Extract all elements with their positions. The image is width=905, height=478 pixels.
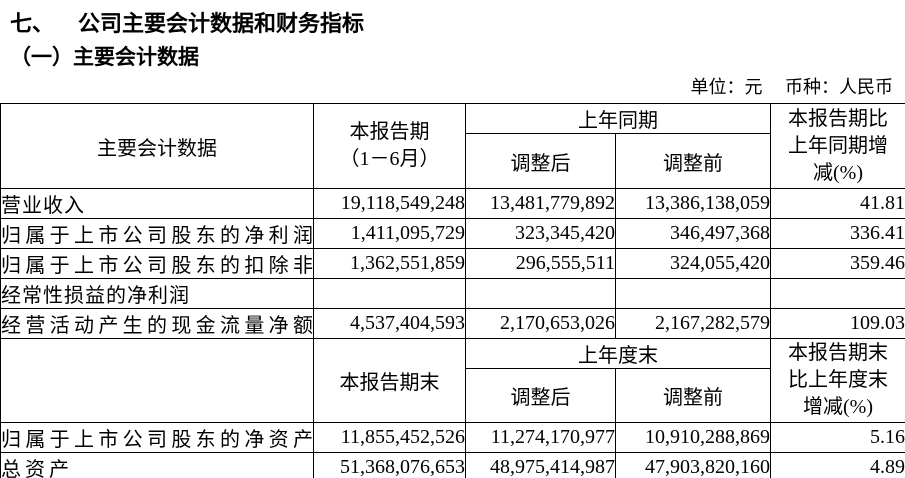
table-header-row: 本报告期末 上年度末 本报告期末 比上年度末 增减(%) bbox=[0, 338, 905, 423]
value-prior-preadjust: 2,167,282,579 bbox=[615, 308, 771, 339]
value-change-pct bbox=[770, 278, 905, 309]
header-prior-period-group: 上年同期 bbox=[465, 103, 771, 134]
table-row: 营业收入 19,118,549,248 13,481,779,892 13,38… bbox=[0, 188, 905, 219]
value-current-period: 11,855,452,526 bbox=[313, 422, 466, 453]
header-preadjust: 调整前 bbox=[615, 368, 771, 423]
value-prior-preadjust: 10,910,288,869 bbox=[615, 422, 771, 453]
value-prior-adjusted: 13,481,779,892 bbox=[465, 188, 616, 219]
metric-label: 归属于上市公司股东的净利润 bbox=[0, 218, 314, 249]
header-preadjust: 调整前 bbox=[615, 133, 771, 189]
value-prior-adjusted: 2,170,653,026 bbox=[465, 308, 616, 339]
value-prior-preadjust: 47,903,820,160 bbox=[615, 452, 771, 478]
table-header-row: 主要会计数据 本报告期 （1－6月） 上年同期 本报告期比 上年同期增 减(%) bbox=[0, 103, 905, 189]
value-change-pct: 109.03 bbox=[770, 308, 905, 339]
key-accounting-data-table: 主要会计数据 本报告期 （1－6月） 上年同期 本报告期比 上年同期增 减(%)… bbox=[0, 103, 905, 478]
header-prior-yearend-group: 上年度末 bbox=[465, 338, 771, 369]
value-current-period: 1,362,551,859 bbox=[313, 248, 466, 279]
report-page: 七、 公司主要会计数据和财务指标 （一）主要会计数据 单位：元 币种：人民币 主… bbox=[0, 11, 905, 478]
header-current-period-end: 本报告期末 bbox=[313, 338, 466, 423]
value-change-pct: 5.16 bbox=[770, 422, 905, 453]
value-prior-preadjust: 346,497,368 bbox=[615, 218, 771, 249]
value-current-period: 1,411,095,729 bbox=[313, 218, 466, 249]
table-row: 归属于上市公司股东的净利润 1,411,095,729 323,345,420 … bbox=[0, 218, 905, 249]
metric-label: 营业收入 bbox=[0, 188, 314, 219]
value-change-pct: 4.89 bbox=[770, 452, 905, 478]
subsection-heading: （一）主要会计数据 bbox=[10, 45, 199, 69]
value-current-period: 51,368,076,653 bbox=[313, 452, 466, 478]
value-prior-adjusted: 296,555,511 bbox=[465, 248, 616, 279]
header-metric: 主要会计数据 bbox=[0, 103, 314, 189]
value-prior-adjusted: 48,975,414,987 bbox=[465, 452, 616, 478]
value-change-pct: 359.46 bbox=[770, 248, 905, 279]
unit-currency-note: 单位：元 币种：人民币 bbox=[690, 77, 894, 97]
metric-label: 经常性损益的净利润 bbox=[0, 278, 314, 309]
table-row: 经常性损益的净利润 bbox=[0, 278, 905, 309]
table-header-subrow: 调整后 调整前 bbox=[1, 368, 905, 423]
metric-label: 归属于上市公司股东的净资产 bbox=[0, 422, 314, 453]
metric-label: 归属于上市公司股东的扣除非 bbox=[0, 248, 314, 279]
header-change-pct-yearend: 本报告期末 比上年度末 增减(%) bbox=[770, 338, 905, 423]
value-prior-adjusted: 323,345,420 bbox=[465, 218, 616, 249]
value-current-period: 4,537,404,593 bbox=[313, 308, 466, 339]
header-adjusted: 调整后 bbox=[465, 133, 616, 189]
value-current-period: 19,118,549,248 bbox=[313, 188, 466, 219]
header-empty-cell bbox=[0, 338, 314, 423]
header-current-period: 本报告期 （1－6月） bbox=[313, 103, 466, 189]
table-row: 归属于上市公司股东的净资产 11,855,452,526 11,274,170,… bbox=[0, 422, 905, 453]
section-number: 七、 bbox=[10, 11, 55, 36]
metric-label: 经营活动产生的现金流量净额 bbox=[0, 308, 314, 339]
section-title: 公司主要会计数据和财务指标 bbox=[78, 11, 365, 36]
value-prior-preadjust: 324,055,420 bbox=[615, 248, 771, 279]
header-adjusted: 调整后 bbox=[465, 368, 616, 423]
value-change-pct: 336.41 bbox=[770, 218, 905, 249]
table-header-subrow: 调整后 调整前 bbox=[1, 133, 905, 189]
value-current-period bbox=[313, 278, 466, 309]
table-row: 总资产 51,368,076,653 48,975,414,987 47,903… bbox=[0, 452, 905, 478]
table-row: 归属于上市公司股东的扣除非 1,362,551,859 296,555,511 … bbox=[0, 248, 905, 279]
value-prior-preadjust: 13,386,138,059 bbox=[615, 188, 771, 219]
header-change-pct: 本报告期比 上年同期增 减(%) bbox=[770, 103, 905, 189]
table-row: 经营活动产生的现金流量净额 4,537,404,593 2,170,653,02… bbox=[0, 308, 905, 339]
value-change-pct: 41.81 bbox=[770, 188, 905, 219]
value-prior-adjusted: 11,274,170,977 bbox=[465, 422, 616, 453]
metric-label: 总资产 bbox=[0, 452, 314, 478]
section-heading: 七、 公司主要会计数据和财务指标 bbox=[10, 11, 905, 37]
value-prior-preadjust bbox=[615, 278, 771, 309]
value-prior-adjusted bbox=[465, 278, 616, 309]
